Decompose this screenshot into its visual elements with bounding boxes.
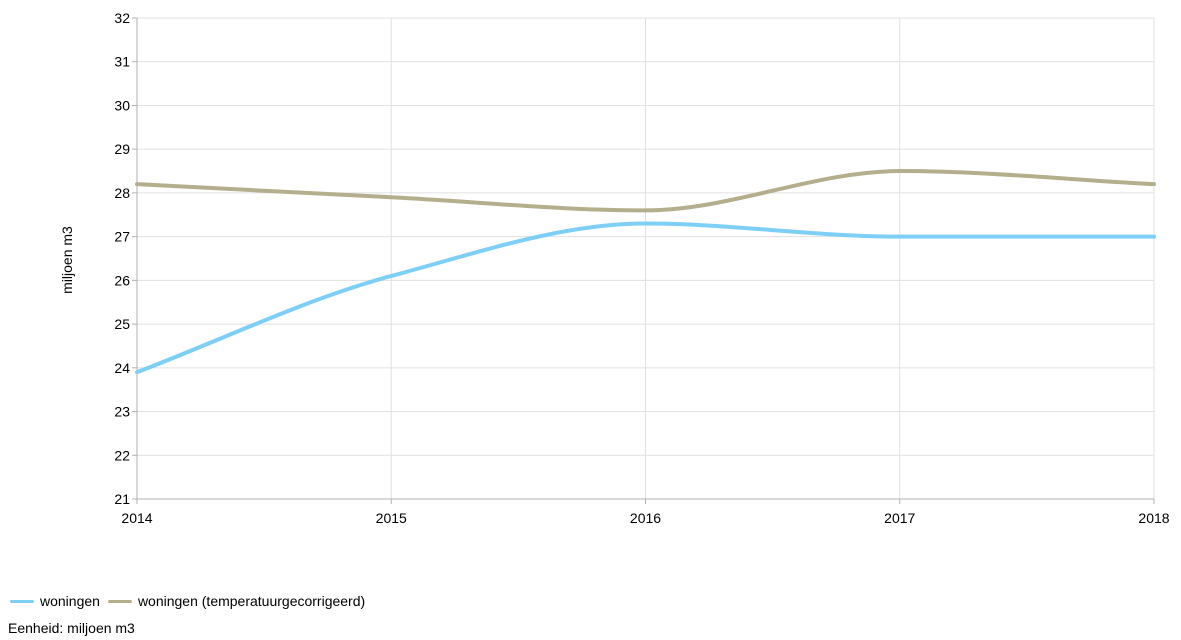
y-axis-label: miljoen m3 (59, 226, 75, 294)
x-tick-label: 2014 (121, 510, 152, 526)
grid (136, 17, 1155, 500)
legend-label-woningen: woningen (40, 593, 100, 609)
line-chart: 21 22 23 24 25 26 27 28 29 30 31 32 2014 2015 2016 2017… (59, 10, 1170, 526)
series-line-woningen (135, 221, 1156, 375)
legend-item-woningen-temperatuurgecorrigeerd[interactable]: woningen (temperatuurgecorrigeerd) (107, 593, 366, 609)
y-tick-label: 27 (114, 229, 130, 245)
y-tick-label: 28 (114, 185, 130, 201)
tick-labels: 21 22 23 24 25 26 27 28 29 30 31 32 2014 2015 2016 2017… (114, 10, 1169, 526)
y-tick-label: 23 (114, 404, 130, 420)
legend: woningen woningen (temperatuurgecorrigee… (10, 591, 373, 611)
x-tick-label: 2018 (1138, 510, 1169, 526)
legend-swatch-woningen (10, 599, 34, 603)
series-line-woningen-temperatuurgecorrigeerd (135, 169, 1156, 213)
y-tick-label: 31 (114, 54, 130, 70)
y-tick-label: 29 (114, 141, 130, 157)
y-tick-label: 21 (114, 491, 130, 507)
series-lines (135, 169, 1156, 375)
y-tick-label: 30 (114, 97, 130, 113)
x-tick-label: 2016 (630, 510, 661, 526)
y-tick-label: 24 (114, 360, 130, 376)
legend-item-woningen[interactable]: woningen (10, 593, 100, 609)
x-tick-label: 2015 (376, 510, 407, 526)
y-tick-label: 26 (114, 272, 130, 288)
y-tick-label: 25 (114, 316, 130, 332)
legend-label-woningen-temperatuurgecorrigeerd: woningen (temperatuurgecorrigeerd) (137, 593, 366, 609)
unit-note: Eenheid: miljoen m3 (8, 620, 135, 636)
legend-swatch-woningen-temperatuurgecorrigeerd (107, 599, 132, 603)
x-tick-label: 2017 (884, 510, 915, 526)
axes (132, 17, 1155, 504)
y-tick-label: 22 (114, 447, 130, 463)
y-tick-label: 32 (114, 10, 130, 26)
